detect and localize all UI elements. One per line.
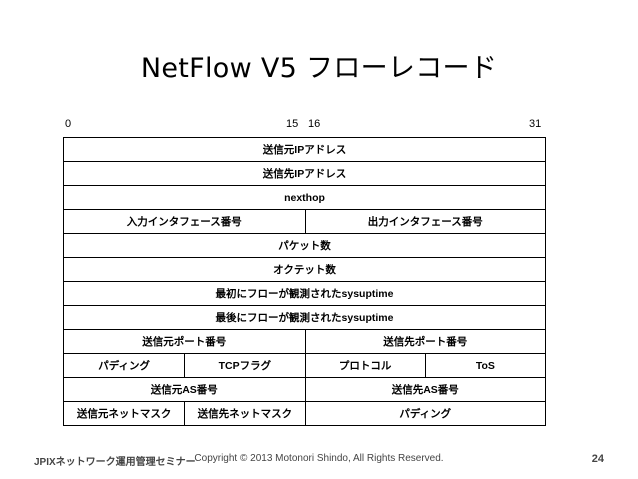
field-src-as: 送信元AS番号 xyxy=(150,384,218,396)
row-packets: パケット数 xyxy=(64,233,545,257)
bit-label-31: 31 xyxy=(529,118,542,130)
field-dst-mask: 送信先ネットマスク xyxy=(184,402,304,425)
field-dst-as: 送信先AS番号 xyxy=(304,378,546,401)
field-output-if: 出力インタフェース番号 xyxy=(304,210,546,233)
row-octets: オクテット数 xyxy=(64,257,545,281)
field-last-sysuptime: 最後にフローが観測されたsysuptime xyxy=(215,312,394,324)
bit-label-16: 16 xyxy=(308,118,321,130)
bit-label-15: 15 xyxy=(286,118,299,130)
row-dst-ip: 送信先IPアドレス xyxy=(64,161,545,185)
row-last: 最後にフローが観測されたsysuptime xyxy=(64,305,545,329)
row-first: 最初にフローが観測されたsysuptime xyxy=(64,281,545,305)
field-src-mask: 送信元ネットマスク xyxy=(76,408,172,420)
row-flags: パディング TCPフラグ プロトコル ToS xyxy=(64,353,545,377)
field-dst-port: 送信先ポート番号 xyxy=(304,330,546,353)
row-nexthop: nexthop xyxy=(64,185,545,209)
bit-label-0: 0 xyxy=(65,118,72,130)
field-packets: パケット数 xyxy=(278,240,331,252)
field-src-ip: 送信元IPアドレス xyxy=(262,144,347,156)
field-padding-2: パディング xyxy=(304,402,546,425)
field-dst-ip: 送信先IPアドレス xyxy=(262,168,347,180)
field-protocol: プロトコル xyxy=(304,354,425,377)
field-tcp-flags: TCPフラグ xyxy=(184,354,304,377)
slide-title: NetFlow V5 フローレコード xyxy=(140,53,498,84)
page-number: 24 xyxy=(591,453,604,465)
field-src-port: 送信元ポート番号 xyxy=(142,336,227,348)
field-first-sysuptime: 最初にフローが観測されたsysuptime xyxy=(215,288,394,300)
field-tos: ToS xyxy=(424,354,545,377)
row-masks: 送信元ネットマスク 送信先ネットマスク パディング xyxy=(64,401,545,425)
flow-record-table: 送信元IPアドレス 送信先IPアドレス nexthop 入力インタフェース番号 … xyxy=(63,137,546,426)
row-as: 送信元AS番号 送信先AS番号 xyxy=(64,377,545,401)
row-ports: 送信元ポート番号 送信先ポート番号 xyxy=(64,329,545,353)
field-nexthop: nexthop xyxy=(284,191,325,204)
field-octets: オクテット数 xyxy=(273,264,336,276)
footer-copyright: Copyright © 2013 Motonori Shindo, All Ri… xyxy=(194,453,444,464)
row-src-ip: 送信元IPアドレス xyxy=(64,138,545,161)
row-interfaces: 入力インタフェース番号 出力インタフェース番号 xyxy=(64,209,545,233)
field-padding-1: パディング xyxy=(98,360,150,372)
footer-seminar: JPIXネットワーク運用管理セミナー xyxy=(34,457,196,468)
field-input-if: 入力インタフェース番号 xyxy=(126,216,242,228)
